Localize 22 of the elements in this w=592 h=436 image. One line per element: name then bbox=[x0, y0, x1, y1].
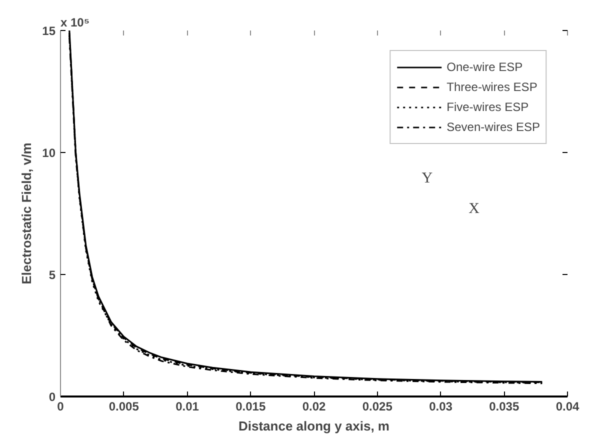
y-axis-title: Electrostatic Field, v/m bbox=[19, 142, 34, 284]
y-tick-label: 15 bbox=[42, 24, 56, 38]
x-tick-label: 0.02 bbox=[302, 400, 326, 414]
legend-label: Five-wires ESP bbox=[446, 100, 529, 114]
x-axis-title: Distance along y axis, m bbox=[238, 418, 390, 434]
x-tick-label: 0.03 bbox=[429, 400, 453, 414]
legend-label: Seven-wires ESP bbox=[446, 120, 540, 134]
x-tick-label: 0.025 bbox=[362, 400, 393, 414]
annotation: Y bbox=[422, 170, 433, 187]
x-tick-label: 0.04 bbox=[556, 400, 580, 414]
y-tick-label: 0 bbox=[48, 390, 56, 404]
x-tick-label: 0.01 bbox=[176, 400, 200, 414]
y-tick-label: 5 bbox=[48, 268, 56, 282]
x-tick-label: 0.005 bbox=[108, 400, 140, 414]
x-tick-label: 0 bbox=[57, 400, 64, 414]
x-tick-label: 0.035 bbox=[489, 400, 520, 414]
legend-label: One-wire ESP bbox=[446, 60, 523, 74]
legend-label: Three-wires ESP bbox=[446, 80, 538, 94]
x-tick-label: 0.015 bbox=[236, 400, 266, 414]
y-tick-label: 10 bbox=[42, 146, 56, 160]
text: x 10⁵ bbox=[60, 16, 90, 30]
annotation: X bbox=[468, 201, 480, 218]
